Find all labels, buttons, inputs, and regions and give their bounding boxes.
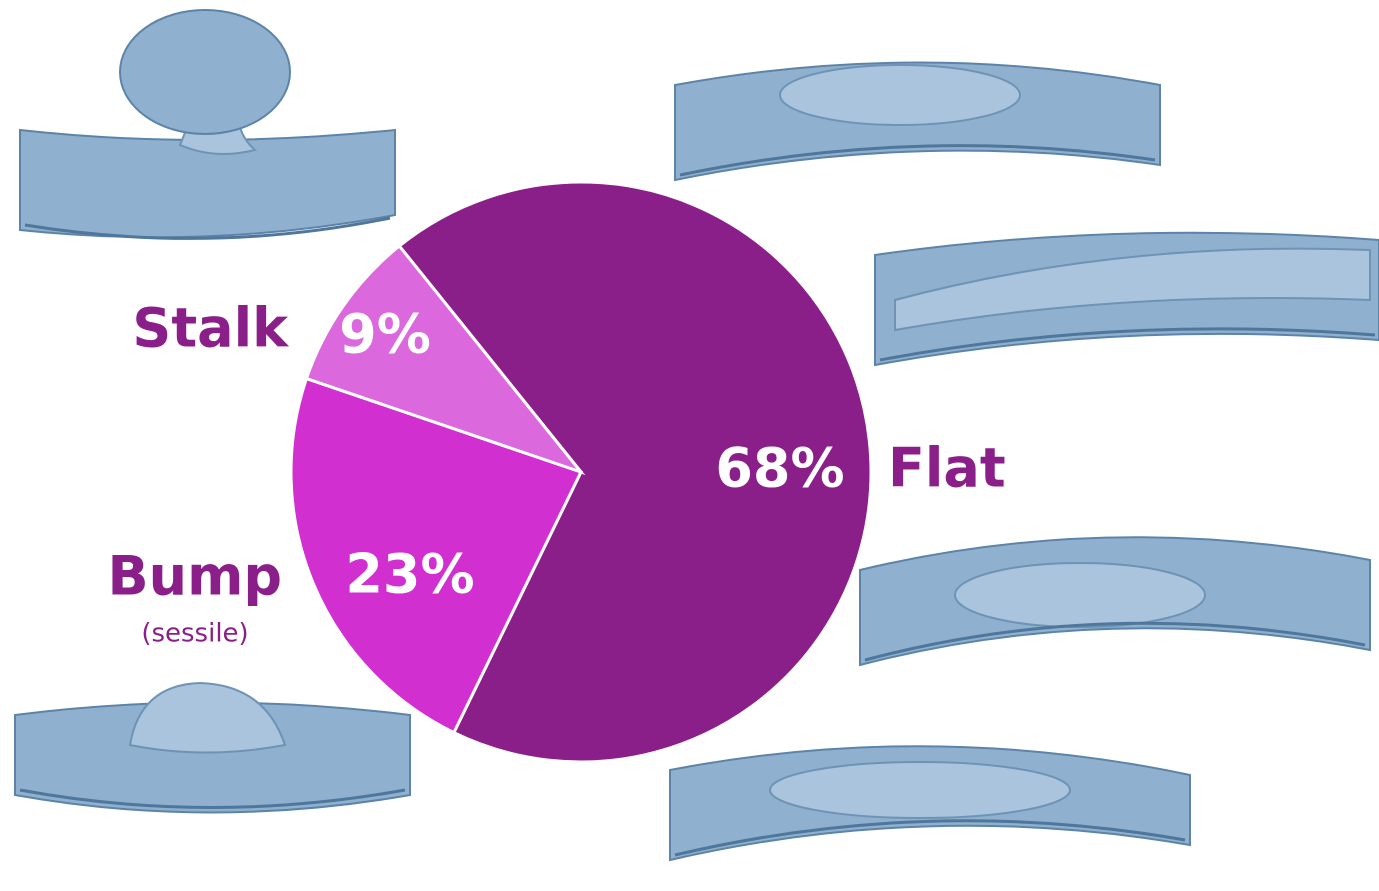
- category-label: Bump: [107, 545, 282, 608]
- data-label: 68%: [715, 437, 844, 500]
- category-label: Stalk: [132, 297, 289, 360]
- data-label: 9%: [339, 303, 431, 366]
- category-label: Flat: [888, 437, 1006, 500]
- illustrations: [14, 9, 1379, 862]
- pie-slice: [289, 376, 584, 735]
- pie-slice: [397, 180, 873, 764]
- pie-slice: [304, 243, 586, 476]
- data-label: 23%: [345, 543, 474, 606]
- annotation: (sessile): [141, 619, 248, 649]
